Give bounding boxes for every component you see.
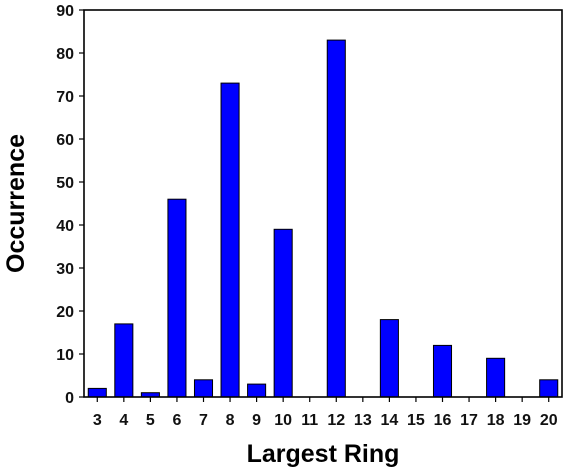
x-tick-label: 17: [460, 412, 478, 429]
y-tick-label: 20: [56, 304, 74, 321]
x-tick-label: 13: [354, 412, 372, 429]
y-tick-label: 90: [56, 3, 74, 20]
x-tick-label: 7: [199, 412, 208, 429]
bar-7: [193, 379, 214, 398]
x-tick-label: 18: [487, 412, 505, 429]
bar-14: [379, 319, 399, 398]
y-tick-label: 40: [56, 218, 74, 235]
bar-8: [220, 82, 240, 398]
y-axis-ticks: 0 10 20 30 40 50 60 70 80 90: [56, 3, 84, 407]
x-tick-label: 12: [327, 412, 345, 429]
bar-16: [432, 344, 453, 398]
x-tick-label: 20: [540, 412, 558, 429]
x-tick-label: 16: [434, 412, 452, 429]
y-tick-label: 80: [56, 46, 74, 63]
bar-3: [87, 387, 107, 398]
bar-4: [114, 323, 134, 398]
x-tick-label: 9: [252, 412, 261, 429]
bar-6: [167, 198, 187, 398]
x-tick-label: 14: [380, 412, 398, 429]
y-tick-label: 10: [56, 347, 74, 364]
bar-12: [326, 39, 346, 398]
x-tick-label: 11: [301, 412, 318, 429]
bar-9: [247, 383, 267, 398]
x-tick-label: 15: [407, 412, 425, 429]
bar-18: [486, 357, 506, 398]
x-tick-label: 3: [93, 412, 102, 429]
y-tick-label: 0: [65, 390, 74, 407]
x-tick-label: 8: [226, 412, 235, 429]
x-tick-label: 19: [513, 412, 531, 429]
x-tick-label: 10: [274, 412, 292, 429]
bar-20: [539, 379, 559, 398]
x-tick-label: 4: [119, 412, 128, 429]
x-axis-title: Largest Ring: [247, 440, 400, 468]
y-tick-label: 70: [56, 89, 74, 106]
x-tick-label: 5: [146, 412, 155, 429]
x-axis-ticks: 3 4 5 6 7 8 9 10 11 12 13 14 15 16 17 18 19 20: [93, 397, 558, 429]
plot-frame: [83, 9, 563, 398]
y-axis-title: Occurrence: [2, 134, 30, 273]
bar-10: [273, 228, 293, 398]
y-tick-label: 60: [56, 132, 74, 149]
bars: [87, 39, 559, 398]
x-tick-label: 6: [172, 412, 181, 429]
y-tick-label: 50: [56, 175, 74, 192]
y-tick-label: 30: [56, 261, 74, 278]
